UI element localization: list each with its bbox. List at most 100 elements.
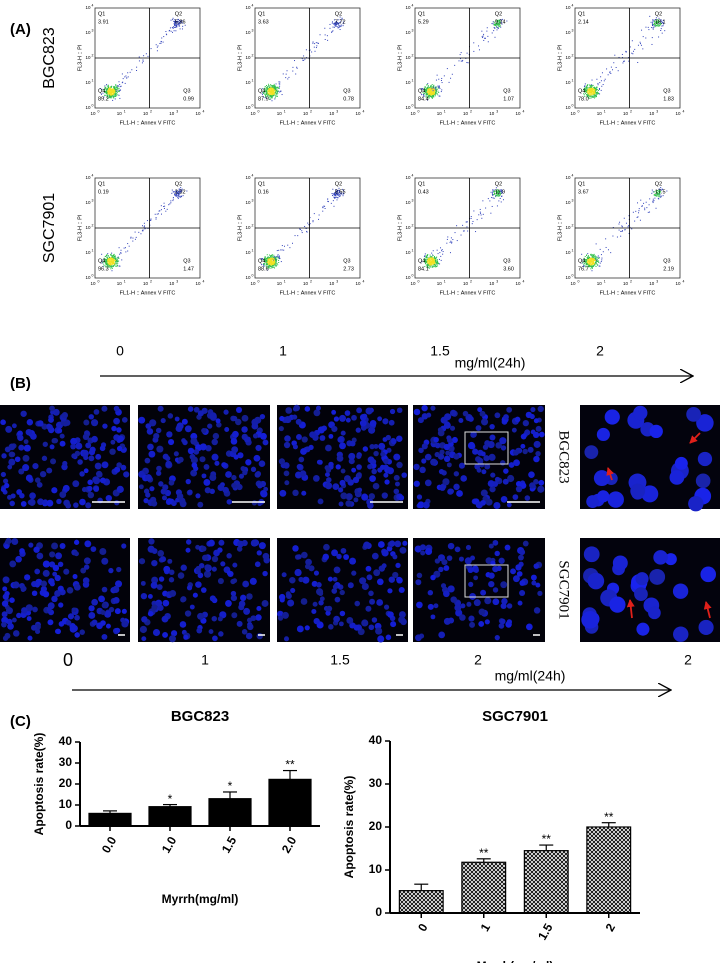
event-dot <box>119 253 121 255</box>
event-dot <box>176 192 178 194</box>
event-dot <box>429 86 431 88</box>
nucleus <box>398 586 405 594</box>
nucleus <box>533 440 541 448</box>
nucleus <box>292 414 298 420</box>
event-dot <box>104 260 106 262</box>
event-dot <box>600 254 602 256</box>
event-dot <box>585 89 587 91</box>
nucleus <box>385 434 392 441</box>
event-dot <box>588 84 590 86</box>
event-dot <box>113 255 115 257</box>
quadrant-name: Q1 <box>578 181 585 187</box>
event-dot <box>116 92 118 94</box>
nucleus <box>112 597 120 604</box>
nucleus <box>79 498 86 506</box>
nucleus <box>214 460 220 466</box>
nucleus <box>335 464 341 470</box>
nucleus <box>300 598 308 605</box>
event-dot <box>452 239 454 241</box>
event-dot <box>426 93 428 95</box>
event-dot <box>272 256 274 258</box>
event-dot <box>110 260 112 262</box>
y-tick-exponent: 2 <box>412 223 414 227</box>
nucleus <box>22 464 30 472</box>
nucleus <box>460 603 466 609</box>
event-dot <box>433 88 435 90</box>
nucleus <box>376 599 384 606</box>
event-dot <box>589 94 591 96</box>
event-dot <box>273 261 275 263</box>
event-dot <box>271 91 273 93</box>
event-dot <box>269 95 271 97</box>
nucleus <box>4 446 11 453</box>
y-tick-base: 10 <box>405 5 411 10</box>
event-dot <box>339 192 341 194</box>
event-dot <box>120 249 122 251</box>
event-dot <box>593 264 595 266</box>
nucleus <box>415 579 422 586</box>
event-dot <box>428 85 430 87</box>
x-tick-base: 10 <box>570 111 576 116</box>
nucleus <box>609 596 626 613</box>
event-dot <box>647 211 649 213</box>
quadrant-name: Q1 <box>98 181 105 187</box>
event-dot <box>269 98 271 100</box>
nucleus <box>398 494 405 501</box>
event-dot <box>338 196 340 198</box>
event-dot <box>429 95 431 97</box>
event-dot <box>272 94 274 96</box>
event-dot <box>583 265 585 267</box>
event-dot <box>342 21 344 23</box>
event-dot <box>588 266 590 268</box>
event-dot <box>269 93 271 95</box>
event-dot <box>270 89 272 91</box>
event-dot <box>118 265 120 267</box>
event-dot <box>276 259 278 261</box>
event-dot <box>274 260 276 262</box>
nucleus <box>277 615 284 621</box>
nucleus <box>251 500 258 506</box>
event-dot <box>276 87 278 89</box>
event-dot <box>652 19 654 21</box>
event-dot <box>593 254 595 256</box>
event-dot <box>115 90 117 92</box>
event-dot <box>270 84 272 86</box>
y-tick-base: 10 <box>85 200 91 205</box>
x-tick-base: 10 <box>463 281 469 286</box>
event-dot <box>177 197 179 199</box>
nucleus <box>101 633 108 640</box>
event-dot <box>494 22 496 24</box>
event-dot <box>473 42 475 44</box>
event-dot <box>431 92 433 94</box>
event-dot <box>655 195 657 197</box>
event-dot <box>268 258 270 260</box>
nucleus <box>478 621 485 627</box>
event-dot <box>658 24 660 26</box>
event-dot <box>113 264 115 266</box>
event-dot <box>341 193 343 195</box>
nucleus <box>475 501 483 509</box>
event-dot <box>472 220 474 222</box>
event-dot <box>426 84 428 86</box>
nucleus <box>152 628 161 637</box>
event-dot <box>596 256 598 258</box>
event-dot <box>273 92 275 94</box>
event-dot <box>591 267 593 269</box>
nucleus <box>176 493 184 500</box>
nucleus <box>185 539 192 545</box>
event-dot <box>159 42 161 44</box>
nucleus <box>4 482 10 489</box>
event-dot <box>274 262 276 264</box>
nucleus <box>156 584 163 591</box>
event-dot <box>109 95 111 97</box>
nucleus <box>185 478 191 485</box>
event-dot <box>430 257 432 259</box>
nucleus <box>390 621 397 628</box>
event-dot <box>450 237 452 239</box>
y-tick-base: 10 <box>565 175 571 180</box>
nucleus <box>304 563 311 570</box>
event-dot <box>174 21 176 23</box>
nucleus <box>525 623 533 631</box>
event-dot <box>497 23 499 25</box>
